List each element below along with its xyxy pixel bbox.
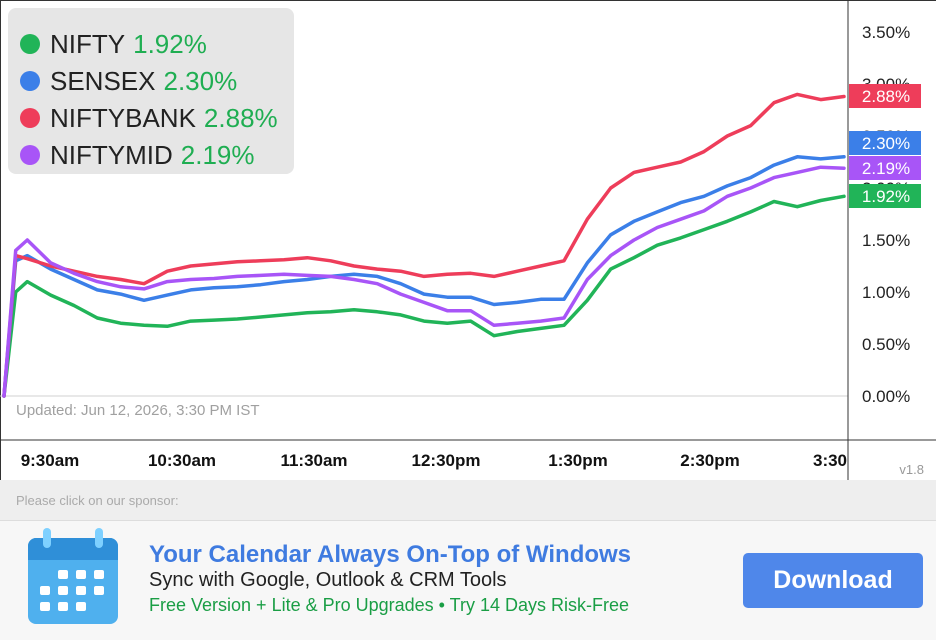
ad-promo: Free Version + Lite & Pro Upgrades • Try… (149, 595, 629, 615)
legend-item-niftymid[interactable]: NIFTYMID 2.19% (20, 137, 255, 173)
legend-name: SENSEX (50, 65, 156, 96)
legend-pct: 1.92% (133, 28, 207, 59)
x-tick-label: 12:30pm (412, 451, 481, 470)
y-tick-label: 0.50% (862, 335, 910, 354)
legend-name: NIFTYBANK (50, 102, 196, 133)
legend-dot-niftymid (20, 145, 40, 165)
ad-subtitle: Sync with Google, Outlook & CRM Tools (149, 569, 507, 591)
legend-dot-nifty (20, 34, 40, 54)
chart-legend: NIFTY 1.92% SENSEX 2.30% NIFTYBANK 2.88%… (8, 8, 294, 174)
series-line-nifty (2, 194, 846, 398)
legend-pct: 2.19% (180, 139, 255, 170)
end-value-label: 2.30% (862, 134, 910, 153)
ad-title[interactable]: Your Calendar Always On-Top of Windows (149, 541, 632, 568)
sponsor-label: Please click on our sponsor: (16, 493, 179, 508)
end-value-tag (849, 184, 921, 208)
legend-item-sensex[interactable]: SENSEX 2.30% (20, 63, 237, 99)
y-tick-label: 1.50% (862, 231, 910, 250)
version-label: v1.8 (899, 462, 924, 477)
legend-pct: 2.30% (163, 65, 238, 96)
series-line-niftymid (2, 165, 846, 398)
x-tick-label: 11:30am (280, 451, 347, 470)
x-tick-label: 9:30am (21, 451, 80, 470)
legend-item-nifty[interactable]: NIFTY 1.92% (20, 26, 207, 62)
end-value-label: 1.92% (862, 187, 910, 206)
series-line-niftybank (2, 92, 846, 398)
download-button[interactable]: Download (743, 553, 923, 608)
end-value-tag (849, 131, 921, 155)
end-value-tag (849, 156, 921, 180)
x-tick-label: 3:30 (813, 451, 847, 470)
series-line-sensex (2, 155, 846, 398)
index-chart: 0.00%0.50%1.00%1.50%2.00%2.50%3.00%3.50%… (0, 0, 936, 480)
calendar-icon[interactable] (26, 526, 120, 626)
sponsor-strip (0, 480, 936, 520)
end-value-label: 2.88% (862, 87, 910, 106)
updated-timestamp: Updated: Jun 12, 2026, 3:30 PM IST (16, 402, 260, 419)
y-tick-label: 1.00% (862, 283, 910, 302)
y-tick-label: 0.00% (862, 387, 910, 406)
end-value-label: 2.19% (862, 159, 910, 178)
legend-pct: 2.88% (203, 102, 278, 133)
y-tick-label: 3.50% (862, 23, 910, 42)
x-tick-label: 2:30pm (680, 451, 740, 470)
legend-dot-niftybank (20, 108, 40, 128)
x-tick-label: 1:30pm (548, 451, 608, 470)
legend-name: NIFTYMID (50, 139, 173, 170)
x-tick-label: 10:30am (148, 451, 216, 470)
legend-item-niftybank[interactable]: NIFTYBANK 2.88% (20, 100, 278, 136)
legend-name: NIFTY (50, 28, 126, 59)
legend-dot-sensex (20, 71, 40, 91)
end-value-tag (849, 84, 921, 108)
